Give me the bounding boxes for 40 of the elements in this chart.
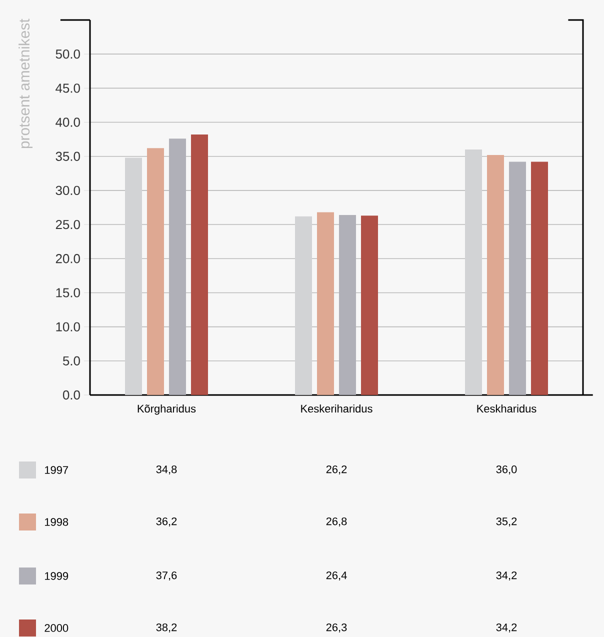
- bar: [125, 158, 142, 395]
- y-tick-label: 5.0: [62, 356, 80, 366]
- data-label: 26,8: [326, 517, 347, 527]
- data-label: 38,2: [156, 623, 177, 633]
- x-tick-label: Keskeriharidus: [301, 404, 372, 413]
- legend-label: 1999: [45, 572, 68, 580]
- y-tick-label: 15.0: [56, 288, 80, 298]
- bar: [361, 216, 378, 395]
- legend-label: 1998: [45, 518, 68, 526]
- y-tick-label: 35.0: [56, 152, 80, 161]
- x-tick-label: Kõrgharidus: [138, 404, 196, 415]
- bar: [317, 212, 334, 395]
- data-label: 37,6: [156, 571, 177, 581]
- data-label: 26,4: [326, 571, 347, 581]
- bar: [487, 154, 504, 395]
- data-label: 36,0: [496, 465, 517, 475]
- y-tick-label: 50.0: [56, 49, 80, 59]
- y-tick-label: 25.0: [56, 220, 80, 230]
- y-tick-label: 20.0: [56, 254, 80, 264]
- y-tick-label: 40.0: [56, 118, 80, 127]
- y-tick-label: 45.0: [56, 84, 80, 93]
- bar: [531, 162, 548, 395]
- data-label: 36,2: [156, 517, 177, 527]
- data-label: 26,3: [326, 623, 347, 633]
- data-label: 34,8: [156, 465, 177, 475]
- y-tick-label: 0.0: [62, 390, 80, 400]
- legend-label: 2000: [44, 624, 68, 632]
- bar: [191, 134, 208, 395]
- data-label: 26,2: [326, 465, 347, 475]
- bar: [465, 150, 482, 395]
- y-axis-title: protsent ametnikest: [18, 18, 33, 148]
- data-label: 34,2: [496, 623, 517, 633]
- bar: [295, 216, 312, 395]
- bar: [147, 148, 164, 395]
- y-tick-label: 30.0: [56, 186, 80, 196]
- data-label: 35,2: [496, 517, 517, 527]
- x-tick-label: Keskharidus: [477, 404, 536, 413]
- data-label: 34,2: [496, 571, 517, 581]
- y-tick-label: 10.0: [56, 322, 80, 332]
- legend-label: 1997: [45, 466, 68, 474]
